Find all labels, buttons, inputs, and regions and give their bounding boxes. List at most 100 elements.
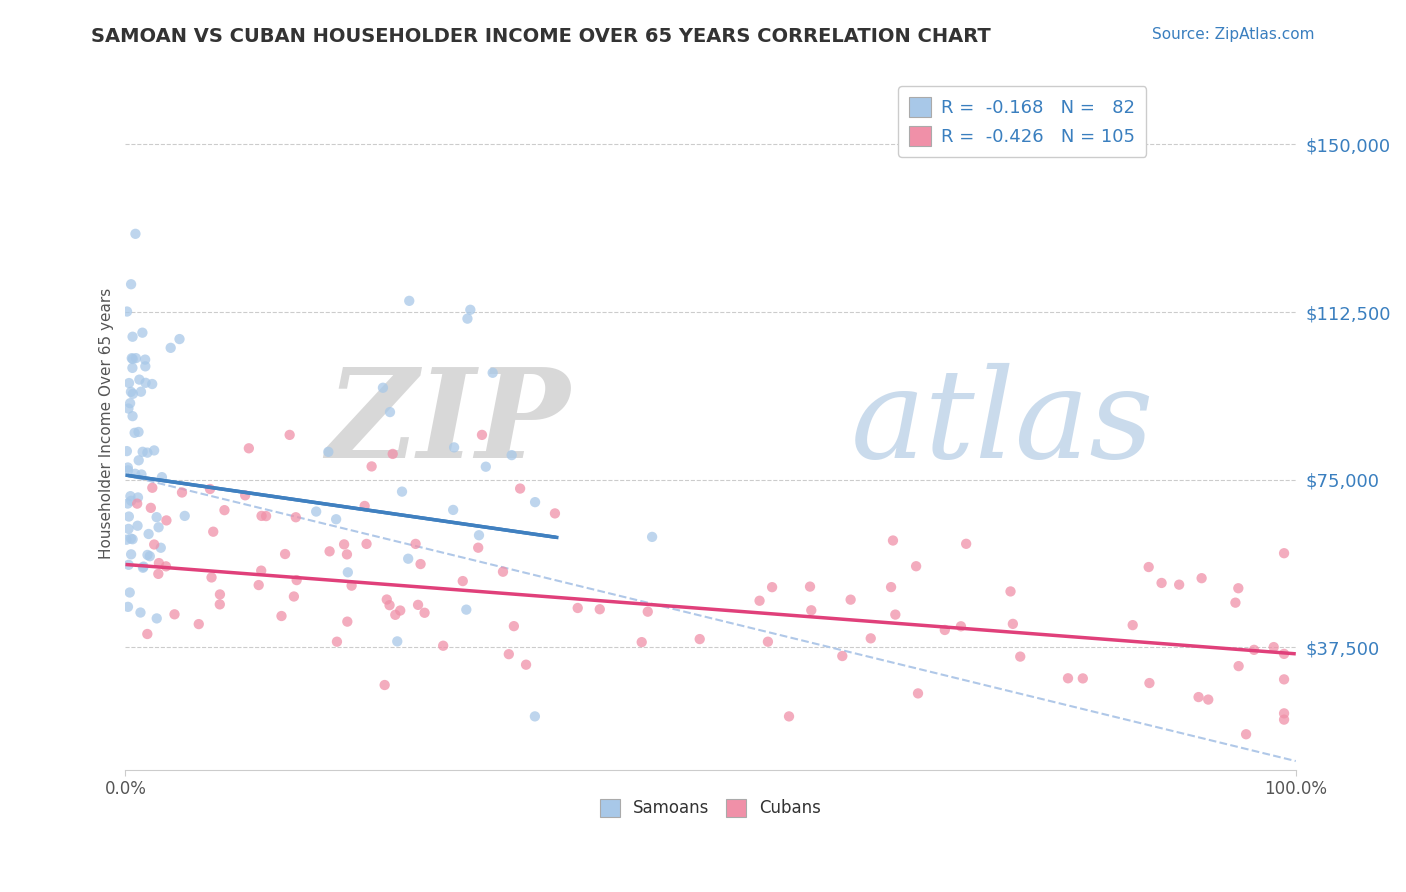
Point bbox=[121, 533, 143, 547]
Point bbox=[381, 447, 404, 461]
Point bbox=[934, 623, 956, 637]
Point bbox=[148, 566, 170, 581]
Point bbox=[127, 497, 149, 511]
Point bbox=[124, 227, 146, 241]
Point bbox=[128, 453, 150, 467]
Point bbox=[121, 330, 143, 344]
Point bbox=[1234, 727, 1257, 741]
Point bbox=[139, 500, 162, 515]
Point bbox=[121, 351, 143, 366]
Point bbox=[326, 634, 349, 648]
Text: atlas: atlas bbox=[851, 363, 1154, 484]
Point bbox=[214, 503, 236, 517]
Point bbox=[250, 508, 273, 523]
Point bbox=[120, 396, 142, 410]
Point bbox=[169, 332, 191, 346]
Point bbox=[278, 428, 301, 442]
Point bbox=[880, 580, 903, 594]
Point bbox=[135, 376, 157, 390]
Point bbox=[384, 607, 406, 622]
Point bbox=[149, 541, 172, 555]
Point bbox=[1272, 647, 1295, 661]
Point bbox=[955, 537, 977, 551]
Point bbox=[468, 528, 491, 542]
Point bbox=[118, 376, 141, 390]
Point bbox=[544, 507, 567, 521]
Point bbox=[120, 277, 142, 292]
Point bbox=[202, 524, 225, 539]
Point bbox=[1227, 659, 1250, 673]
Point bbox=[761, 580, 783, 594]
Point bbox=[391, 484, 413, 499]
Point bbox=[831, 648, 853, 663]
Point bbox=[405, 537, 427, 551]
Point bbox=[336, 548, 359, 562]
Point bbox=[285, 573, 308, 587]
Point bbox=[131, 326, 153, 340]
Point bbox=[283, 590, 305, 604]
Point bbox=[456, 602, 478, 616]
Point bbox=[121, 360, 143, 375]
Point bbox=[1010, 649, 1032, 664]
Point bbox=[1243, 643, 1265, 657]
Point bbox=[134, 359, 156, 374]
Point bbox=[374, 678, 396, 692]
Point bbox=[524, 495, 547, 509]
Point bbox=[884, 607, 907, 622]
Point bbox=[756, 634, 779, 648]
Point bbox=[284, 510, 307, 524]
Point bbox=[387, 634, 409, 648]
Point bbox=[129, 606, 152, 620]
Point bbox=[121, 351, 143, 366]
Point bbox=[630, 635, 652, 649]
Point bbox=[378, 405, 401, 419]
Point bbox=[139, 549, 162, 564]
Point bbox=[353, 499, 375, 513]
Point bbox=[120, 489, 142, 503]
Point bbox=[1272, 706, 1295, 721]
Point bbox=[115, 444, 138, 458]
Point bbox=[118, 509, 141, 524]
Point bbox=[356, 537, 378, 551]
Point bbox=[115, 533, 138, 547]
Point bbox=[200, 570, 222, 584]
Point bbox=[378, 598, 401, 612]
Point bbox=[1263, 640, 1285, 654]
Point bbox=[1150, 576, 1173, 591]
Point bbox=[1227, 581, 1250, 595]
Point bbox=[131, 444, 153, 458]
Point bbox=[778, 709, 800, 723]
Point bbox=[118, 585, 141, 599]
Point bbox=[1057, 671, 1080, 685]
Point bbox=[413, 606, 436, 620]
Point bbox=[132, 559, 155, 574]
Point bbox=[340, 579, 363, 593]
Point bbox=[120, 493, 142, 508]
Point bbox=[233, 488, 256, 502]
Point bbox=[523, 709, 546, 723]
Point bbox=[1197, 692, 1219, 706]
Point bbox=[163, 607, 186, 622]
Point bbox=[949, 619, 972, 633]
Point bbox=[460, 302, 482, 317]
Point bbox=[375, 592, 398, 607]
Point bbox=[145, 611, 167, 625]
Point bbox=[475, 459, 498, 474]
Point bbox=[120, 532, 142, 546]
Point bbox=[155, 559, 177, 574]
Point bbox=[907, 686, 929, 700]
Point bbox=[270, 609, 292, 624]
Point bbox=[117, 460, 139, 475]
Point bbox=[409, 557, 432, 571]
Point bbox=[567, 601, 589, 615]
Point bbox=[839, 592, 862, 607]
Point bbox=[481, 366, 503, 380]
Point bbox=[451, 574, 474, 588]
Point bbox=[1187, 690, 1209, 704]
Point bbox=[333, 537, 356, 551]
Point bbox=[406, 598, 429, 612]
Point bbox=[132, 560, 155, 574]
Point bbox=[471, 428, 494, 442]
Point bbox=[122, 386, 145, 401]
Point bbox=[589, 602, 612, 616]
